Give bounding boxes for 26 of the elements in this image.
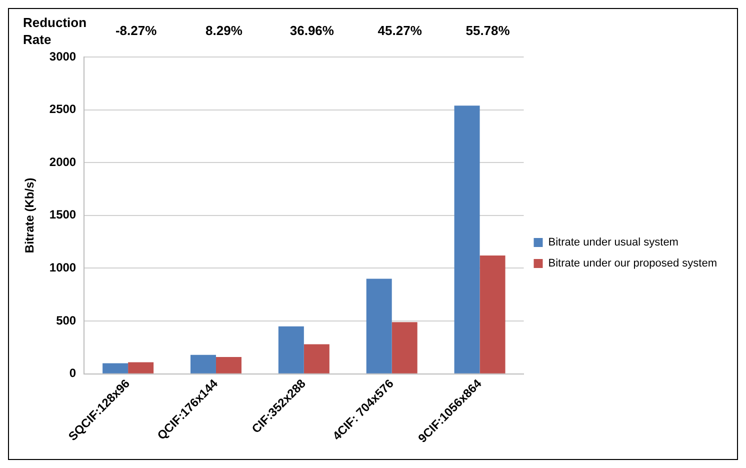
text: Reduction Rate (23, 15, 87, 47)
y-tick-label: 2500 (49, 102, 76, 116)
y-tick-label: 2000 (49, 154, 76, 169)
bar (190, 354, 216, 374)
y-tick-label: 500 (56, 313, 76, 328)
bar (392, 322, 418, 374)
text: 55.78% (466, 23, 510, 38)
text: 45.27% (378, 23, 422, 38)
y-axis-title: Bitrate (Kb/s) (22, 178, 37, 254)
text: -8.27% (115, 23, 158, 38)
y-tick-label: 1000 (49, 260, 76, 275)
bar (216, 356, 242, 374)
y-tick-label: 3000 (49, 49, 76, 64)
bar (454, 106, 480, 374)
text: 36.96% (290, 23, 334, 38)
bar (366, 278, 392, 374)
bar (304, 344, 330, 374)
bar (278, 326, 304, 374)
bar (480, 256, 506, 374)
y-tick-label: 0 (69, 366, 76, 380)
bar (102, 363, 128, 374)
bar (128, 362, 154, 374)
legend-label: Bitrate under our proposed system (548, 258, 718, 270)
text: 8.29% (206, 23, 243, 38)
y-tick-label: 1500 (49, 208, 76, 222)
legend-label: Bitrate under usual system (548, 236, 678, 249)
